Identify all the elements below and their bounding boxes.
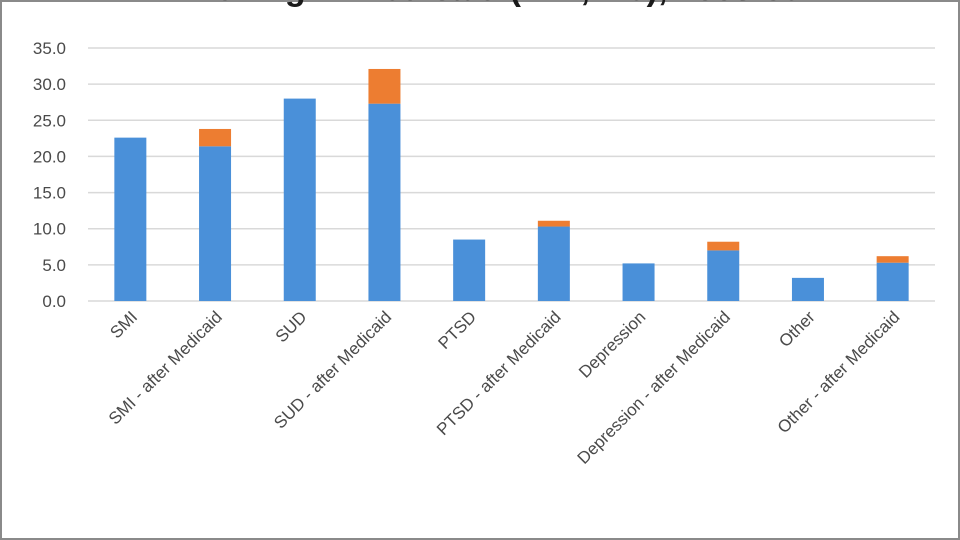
bar-segment-base (283, 98, 316, 301)
bar-segment-base (453, 239, 486, 301)
x-category-label: SMI (106, 307, 141, 342)
bar-segment-added (199, 128, 232, 147)
y-tick-label: 15.0 (33, 184, 66, 203)
bar-segment-base (199, 146, 232, 301)
bar-segment-base (114, 137, 147, 301)
y-tick-label: 20.0 (33, 147, 66, 166)
bar-segment-base (707, 250, 740, 301)
bar-segment-base (537, 226, 570, 301)
x-category-label: Depression - after Medicaid (574, 307, 734, 467)
y-tick-label: 25.0 (33, 111, 66, 130)
x-category-label: Other (775, 307, 819, 351)
bar-segment-base (622, 263, 655, 301)
x-category-label: Depression (575, 307, 649, 381)
y-tick-label: 30.0 (33, 75, 66, 94)
bar-segment-base (876, 262, 909, 301)
y-tick-label: 5.0 (42, 256, 66, 275)
bar-segment-added (368, 68, 401, 104)
y-tick-label: 10.0 (33, 220, 66, 239)
x-category-label: PTSD (434, 307, 479, 352)
y-tick-label: 35.0 (33, 39, 66, 58)
y-axis-ticks: 0.0 5.0 10.0 15.0 20.0 25.0 30.0 35.0 (33, 39, 66, 311)
bar-segment-added (707, 241, 740, 251)
gridlines (88, 47, 935, 302)
bar-segment-added (537, 220, 570, 227)
bar-segment-base (368, 103, 401, 301)
y-tick-label: 0.0 (42, 292, 66, 311)
bar-segment-base (791, 277, 824, 301)
bar-segment-added (876, 256, 909, 263)
bars (114, 68, 909, 301)
x-category-label: SUD (272, 307, 311, 346)
chart-title: Enrolling in Medicaid (n=7,249), 2008-09 (0, 0, 960, 9)
